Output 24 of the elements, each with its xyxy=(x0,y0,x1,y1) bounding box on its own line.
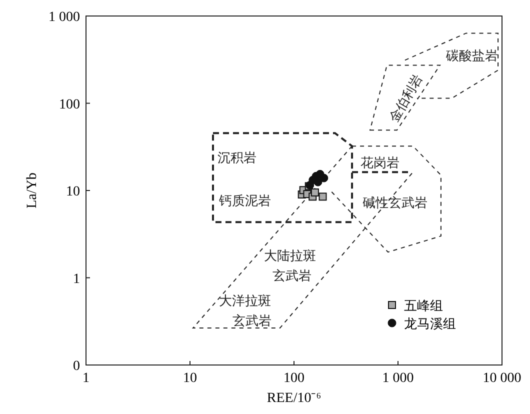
x-tick-label: 10 000 xyxy=(482,371,522,386)
annotation: 金伯利岩 xyxy=(386,72,425,125)
y-tick-label: 100 xyxy=(59,97,80,112)
legend-label: 五峰组 xyxy=(404,298,443,313)
annotation: 大洋拉斑 xyxy=(219,293,271,308)
annotation: 大陆拉斑 xyxy=(264,248,316,263)
annotation: 玄武岩 xyxy=(272,268,312,283)
y-axis-title: La/Yb xyxy=(25,172,40,208)
x-tick-label: 10 xyxy=(183,371,197,386)
y-tick-label: 0 xyxy=(73,359,80,374)
y-tick-label: 1 000 xyxy=(48,10,80,25)
annotation: 碱性玄武岩 xyxy=(362,195,428,210)
x-tick-label: 1 xyxy=(82,371,90,386)
y-tick-label: 10 xyxy=(66,184,80,200)
x-tick-label: 100 xyxy=(284,371,304,386)
legend-label: 龙马溪组 xyxy=(404,316,456,331)
annotation: 玄武岩 xyxy=(232,313,272,328)
annotation: 沉积岩 xyxy=(218,150,256,165)
x-axis-title: REE/10⁻⁶ xyxy=(266,391,322,406)
y-tick-label: 1 xyxy=(73,272,80,287)
annotation: 花岗岩 xyxy=(360,155,400,170)
annotation: 碳酸盐岩 xyxy=(445,48,498,63)
annotation: 钙质泥岩 xyxy=(218,193,271,208)
x-tick-label: 1 000 xyxy=(382,371,414,386)
